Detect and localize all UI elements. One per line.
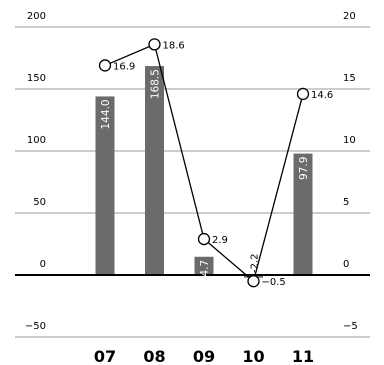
category-label: 11	[292, 347, 314, 365]
category-label: 09	[193, 347, 215, 365]
category-label: 10	[242, 347, 264, 365]
left-tick-label: 200	[27, 11, 46, 22]
bar	[145, 66, 164, 275]
category-label: 07	[94, 347, 116, 365]
bar-value-label: 14.7	[199, 260, 211, 283]
bar	[95, 96, 115, 275]
bar-value-label: 97.9	[298, 157, 310, 180]
line-value-label: 16.9	[113, 61, 135, 72]
line-point	[197, 232, 211, 246]
category-label: 08	[143, 347, 165, 365]
left-tick-label: 150	[27, 73, 46, 84]
line-point	[98, 59, 112, 72]
bar	[194, 256, 214, 275]
line-value-label: −0.5	[262, 277, 286, 288]
bar-value-label: 168.5	[150, 69, 162, 99]
line-value-label: 2.9	[212, 235, 228, 246]
bar	[293, 153, 313, 275]
right-tick-label: −5	[343, 321, 358, 332]
right-tick-label: 20	[343, 11, 356, 22]
bar-value-label: -2.2	[250, 253, 261, 273]
left-tick-label: 0	[40, 259, 46, 270]
right-tick-label: 5	[343, 197, 349, 208]
line-point	[148, 38, 161, 51]
line-series	[104, 43, 304, 283]
bar-value-label: 144.0	[100, 99, 112, 129]
line-point	[247, 275, 260, 288]
right-tick-label: 10	[343, 135, 356, 146]
left-tick-label: 50	[33, 197, 46, 208]
right-tick-label: 0	[343, 259, 349, 270]
right-tick-label: 15	[343, 73, 356, 84]
line-value-label: 14.6	[311, 90, 333, 101]
line-point	[296, 87, 310, 101]
left-tick-label: 100	[27, 135, 46, 146]
left-tick-label: −50	[25, 321, 46, 332]
line-value-label: 18.6	[163, 40, 185, 51]
